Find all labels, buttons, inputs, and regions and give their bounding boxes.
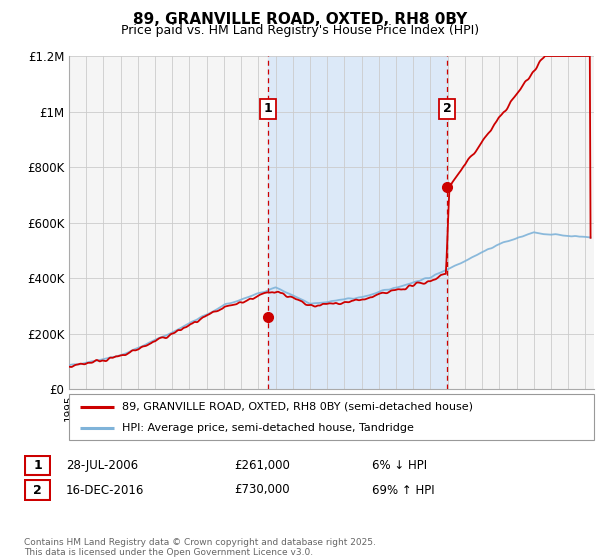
Text: 2: 2 xyxy=(443,102,451,115)
Text: 16-DEC-2016: 16-DEC-2016 xyxy=(66,483,145,497)
Text: £261,000: £261,000 xyxy=(234,459,290,473)
Text: 69% ↑ HPI: 69% ↑ HPI xyxy=(372,483,434,497)
Text: 2: 2 xyxy=(33,483,42,497)
Text: 28-JUL-2006: 28-JUL-2006 xyxy=(66,459,138,473)
Text: 1: 1 xyxy=(264,102,272,115)
Text: 6% ↓ HPI: 6% ↓ HPI xyxy=(372,459,427,473)
Text: 89, GRANVILLE ROAD, OXTED, RH8 0BY (semi-detached house): 89, GRANVILLE ROAD, OXTED, RH8 0BY (semi… xyxy=(121,402,473,412)
FancyBboxPatch shape xyxy=(69,394,594,440)
FancyBboxPatch shape xyxy=(25,456,50,475)
Text: 1: 1 xyxy=(33,459,42,473)
Text: HPI: Average price, semi-detached house, Tandridge: HPI: Average price, semi-detached house,… xyxy=(121,423,413,433)
Text: Price paid vs. HM Land Registry's House Price Index (HPI): Price paid vs. HM Land Registry's House … xyxy=(121,24,479,36)
Text: 89, GRANVILLE ROAD, OXTED, RH8 0BY: 89, GRANVILLE ROAD, OXTED, RH8 0BY xyxy=(133,12,467,27)
Text: Contains HM Land Registry data © Crown copyright and database right 2025.
This d: Contains HM Land Registry data © Crown c… xyxy=(24,538,376,557)
Text: £730,000: £730,000 xyxy=(234,483,290,497)
FancyBboxPatch shape xyxy=(25,480,50,500)
Bar xyxy=(268,56,447,389)
